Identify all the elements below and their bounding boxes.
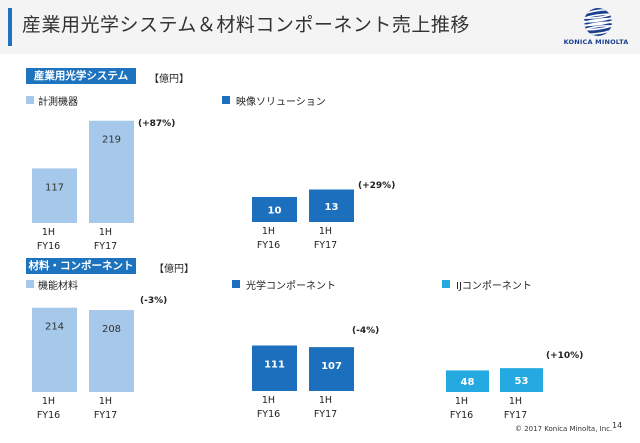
category-label-measuring-1-0: 1H — [99, 227, 112, 238]
legend-label-functional-materials: 機能材料 — [38, 281, 78, 292]
legend-swatch-optical-components — [232, 280, 240, 288]
bar-ij-components-1 — [500, 368, 543, 392]
category-label-optical-components-0-1: FY16 — [257, 409, 280, 420]
category-label-functional-materials-1-1: FY17 — [94, 410, 117, 421]
section-label-materials: 材料・コンポーネント — [26, 258, 136, 274]
category-label-ij-components-0-1: FY16 — [450, 410, 473, 421]
category-label-imaging-0-0: 1H — [262, 226, 275, 237]
legend-label-imaging: 映像ソリューション — [236, 97, 326, 108]
category-label-measuring-0-0: 1H — [42, 227, 55, 238]
copyright-text: © 2017 Konica Minolta, Inc. — [515, 425, 613, 433]
title-bar — [0, 0, 640, 54]
legend-swatch-functional-materials — [26, 280, 34, 288]
bar-imaging-1 — [309, 189, 354, 222]
section-label-industrial-optical: 産業用光学システム — [26, 68, 136, 84]
legend-label-optical-components: 光学コンポーネント — [246, 281, 336, 292]
bar-measuring-0 — [32, 168, 77, 223]
change-label-measuring: (+87%) — [138, 119, 175, 129]
value-label-functional-materials-0: 214 — [45, 322, 64, 333]
category-label-imaging-0-1: FY16 — [257, 240, 280, 251]
category-label-functional-materials-0-0: 1H — [42, 396, 55, 407]
category-label-measuring-0-1: FY16 — [37, 241, 60, 252]
value-label-measuring-0: 117 — [45, 182, 64, 193]
category-label-functional-materials-0-1: FY16 — [37, 410, 60, 421]
value-label-optical-components-0: 111 — [264, 359, 285, 370]
legend-swatch-measuring — [26, 96, 34, 104]
konica-minolta-logo-icon — [584, 8, 612, 36]
bar-functional-materials-1 — [89, 310, 134, 392]
category-label-optical-components-1-1: FY17 — [314, 409, 337, 420]
bar-ij-components-0 — [446, 370, 489, 392]
change-label-imaging: (+29%) — [358, 181, 395, 191]
legend-label-measuring: 計測機器 — [38, 97, 78, 108]
value-label-imaging-0: 10 — [268, 206, 282, 217]
legend-swatch-ij-components — [442, 280, 450, 288]
page-number: 14 — [612, 421, 623, 430]
value-label-functional-materials-1: 208 — [102, 324, 121, 335]
category-label-imaging-1-1: FY17 — [314, 240, 337, 251]
logo-wordmark: KONICA MINOLTA — [563, 38, 629, 46]
category-label-ij-components-1-1: FY17 — [504, 410, 527, 421]
value-label-measuring-1: 219 — [102, 135, 121, 146]
category-label-optical-components-1-0: 1H — [319, 395, 332, 406]
value-label-imaging-1: 13 — [325, 202, 339, 213]
legend-swatch-imaging — [222, 96, 230, 104]
category-label-imaging-1-0: 1H — [319, 226, 332, 237]
change-label-ij-components: (+10%) — [546, 351, 583, 361]
change-label-functional-materials: (-3%) — [140, 296, 167, 306]
legend-label-ij-components: IJコンポーネント — [456, 281, 532, 292]
category-label-ij-components-1-0: 1H — [509, 396, 522, 407]
title-accent-bar — [8, 8, 12, 46]
category-label-functional-materials-1-0: 1H — [99, 396, 112, 407]
value-label-ij-components-1: 53 — [515, 376, 529, 387]
category-label-optical-components-0-0: 1H — [262, 395, 275, 406]
bar-measuring-1 — [89, 120, 134, 223]
bar-imaging-0 — [252, 197, 297, 222]
bar-optical-components-0 — [252, 345, 297, 391]
change-label-optical-components: (-4%) — [352, 326, 379, 336]
page-title: 産業用光学システム＆材料コンポーネント売上推移 — [22, 14, 470, 36]
bar-functional-materials-0 — [32, 307, 77, 392]
category-label-measuring-1-1: FY17 — [94, 241, 117, 252]
value-label-ij-components-0: 48 — [461, 377, 475, 388]
value-label-optical-components-1: 107 — [321, 361, 342, 372]
bar-optical-components-1 — [309, 347, 354, 391]
unit-label-2: 【億円】 — [154, 264, 194, 275]
unit-label-1: 【億円】 — [149, 74, 189, 85]
category-label-ij-components-0-0: 1H — [455, 396, 468, 407]
